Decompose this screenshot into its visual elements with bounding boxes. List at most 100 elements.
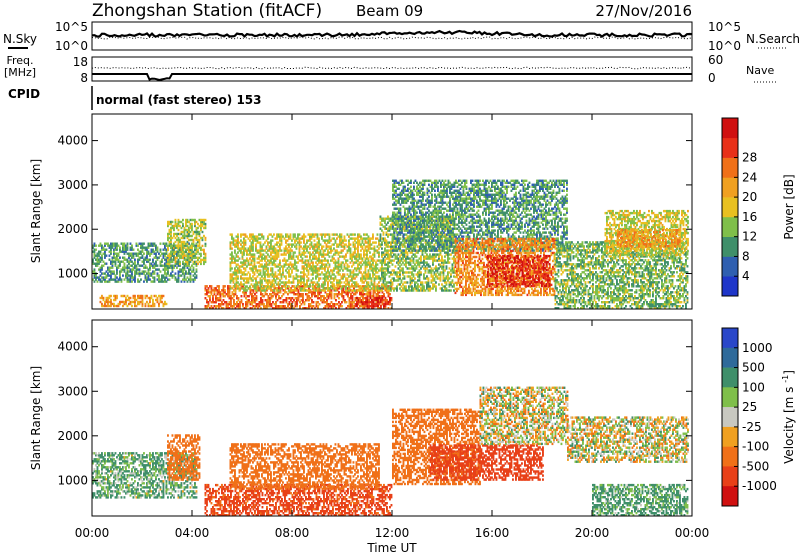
range-cell: [228, 285, 231, 288]
range-cell: [372, 304, 375, 308]
range-cell: [174, 276, 177, 279]
range-cell: [180, 274, 183, 277]
range-cell: [300, 295, 303, 298]
range-cell: [322, 273, 325, 276]
range-cell: [298, 275, 301, 278]
range-cell: [182, 230, 184, 234]
range-cell: [292, 235, 295, 238]
range-cell: [271, 275, 274, 278]
range-cell: [360, 235, 362, 238]
range-cell: [375, 302, 378, 306]
range-cell: [141, 256, 144, 259]
range-cell: [96, 280, 99, 283]
range-cell: [143, 262, 145, 265]
range-cell: [155, 252, 157, 255]
range-cell: [399, 287, 401, 290]
range-cell: [239, 305, 241, 308]
range-cell: [387, 251, 389, 254]
range-cell: [316, 249, 319, 252]
range-cell: [313, 235, 316, 238]
range-cell: [216, 285, 219, 288]
range-cell: [245, 301, 247, 304]
range-cell: [357, 241, 359, 244]
range-cell: [337, 251, 340, 254]
range-cell: [150, 280, 153, 283]
range-cell: [330, 297, 333, 300]
range-cell: [141, 294, 144, 298]
range-cell: [381, 269, 383, 272]
range-cell: [180, 226, 183, 230]
range-cell: [300, 255, 302, 258]
range-cell: [93, 280, 96, 283]
range-cell: [266, 299, 268, 302]
range-cell: [203, 218, 205, 222]
range-cell: [379, 243, 382, 246]
range-cell: [177, 258, 180, 262]
range-cell: [92, 278, 94, 281]
range-cell: [271, 273, 274, 276]
range-cell: [122, 266, 124, 269]
range-cell: [339, 283, 341, 286]
range-cell: [170, 226, 172, 230]
range-cell: [95, 254, 97, 257]
range-cell: [343, 263, 346, 266]
range-cell: [354, 299, 357, 302]
range-cell: [114, 246, 117, 249]
range-cell: [296, 287, 298, 290]
range-cell: [98, 244, 100, 247]
range-cell: [183, 244, 186, 247]
range-cell: [161, 296, 163, 300]
range-cell: [232, 255, 235, 258]
range-cell: [384, 307, 387, 310]
range-cell: [246, 259, 248, 262]
range-cell: [334, 233, 337, 236]
range-cell: [244, 281, 247, 284]
range-cell: [104, 272, 106, 275]
range-cell: [159, 254, 162, 257]
range-cell: [370, 279, 373, 282]
range-cell: [246, 273, 248, 276]
range-cell: [230, 303, 232, 306]
range-cell: [192, 256, 195, 260]
range-cell: [224, 289, 226, 292]
range-cell: [126, 264, 129, 267]
range-cell: [238, 265, 241, 268]
range-cell: [394, 241, 397, 244]
range-cell: [381, 283, 383, 286]
range-cell: [390, 251, 392, 254]
range-cell: [308, 305, 310, 308]
range-cell: [234, 285, 236, 288]
range-cell: [366, 304, 369, 308]
range-cell: [388, 217, 391, 220]
range-cell: [102, 272, 105, 275]
range-cell: [243, 239, 245, 242]
range-cell: [321, 265, 323, 268]
range-cell: [283, 283, 286, 286]
range-cell: [322, 245, 325, 248]
range-cell: [358, 243, 361, 246]
range-cell: [285, 287, 287, 290]
range-cell: [237, 281, 239, 284]
range-cell: [362, 289, 364, 292]
range-cell: [318, 287, 321, 290]
range-cell: [265, 279, 268, 282]
range-cell: [387, 257, 389, 260]
range-cell: [388, 265, 391, 268]
range-cell: [399, 237, 402, 240]
range-cell: [218, 303, 220, 306]
range-cell: [259, 281, 262, 284]
range-cell: [134, 296, 136, 300]
range-cell: [370, 269, 373, 272]
range-cell: [382, 251, 385, 254]
range-cell: [250, 269, 253, 272]
range-cell: [173, 228, 175, 232]
range-cell: [125, 302, 127, 306]
range-cell: [328, 247, 331, 250]
range-cell: [116, 244, 118, 247]
range-cell: [117, 302, 120, 306]
range-cell: [135, 254, 138, 257]
range-cell: [270, 239, 272, 242]
range-cell: [140, 264, 142, 267]
range-cell: [101, 266, 103, 269]
range-cell: [339, 285, 342, 288]
